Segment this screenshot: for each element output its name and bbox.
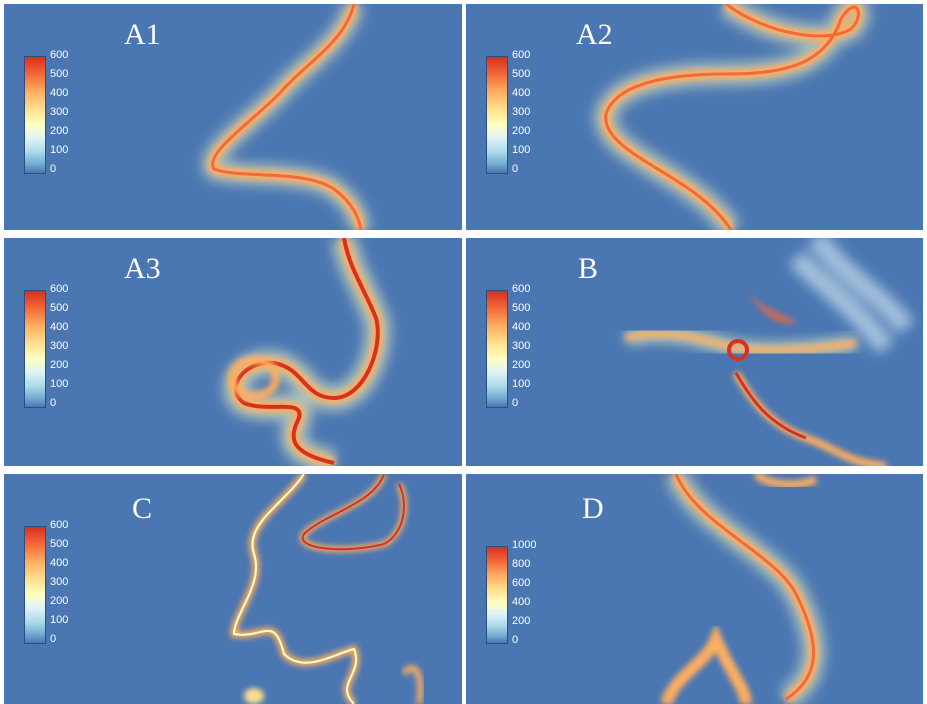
flame-front-field (223, 238, 391, 466)
colorbar-tick: 600 (512, 577, 531, 589)
colorbar-tick: 200 (50, 595, 69, 607)
colorbar-tick: 300 (512, 106, 531, 118)
colorbar-tick: 300 (50, 106, 69, 118)
colorbar (24, 290, 46, 408)
panel-a3: A3 600 500 400 300 200 100 0 (4, 238, 462, 466)
colorbar-tick: 600 (50, 49, 69, 61)
colorbar-ticks: 600 500 400 300 200 100 0 (512, 284, 572, 424)
panel-title: A3 (124, 252, 161, 285)
colorbar-tick: 100 (512, 378, 531, 390)
panel-title: A1 (124, 18, 161, 51)
colorbar-tick: 400 (50, 557, 69, 569)
colorbar-tick: 0 (512, 163, 519, 175)
colorbar-tick: 200 (50, 359, 69, 371)
panel-b: B 600 500 400 300 200 100 0 (466, 238, 923, 466)
colorbar (486, 56, 508, 174)
colorbar-tick: 200 (512, 359, 531, 371)
panel-a2: A2 600 500 400 300 200 100 0 (466, 4, 923, 230)
colorbar (486, 546, 508, 644)
flame-front-field (660, 474, 826, 704)
colorbar-tick: 0 (50, 163, 57, 175)
colorbar-tick: 1000 (512, 539, 537, 551)
panel-title: D (582, 492, 604, 525)
colorbar-tick: 400 (50, 87, 69, 99)
colorbar-tick: 100 (512, 144, 531, 156)
colorbar-ticks: 1000 800 600 400 200 0 (512, 540, 572, 680)
colorbar-tick: 400 (512, 87, 531, 99)
colorbar-ticks: 600 500 400 300 200 100 0 (512, 50, 572, 190)
colorbar-tick: 300 (512, 340, 531, 352)
colorbar (486, 290, 508, 408)
colorbar-tick: 600 (512, 49, 531, 61)
colorbar (24, 56, 46, 174)
colorbar-ticks: 600 500 400 300 200 100 0 (50, 284, 110, 424)
colorbar-tick: 800 (512, 558, 531, 570)
panel-title: B (578, 252, 599, 285)
flame-front-field (624, 238, 915, 466)
colorbar-tick: 500 (512, 68, 531, 80)
colorbar-tick: 600 (50, 519, 69, 531)
panel-c: C 600 500 400 300 200 100 0 (4, 474, 462, 704)
colorbar-tick: 300 (50, 576, 69, 588)
colorbar-tick: 400 (50, 321, 69, 333)
colorbar-tick: 100 (50, 144, 69, 156)
colorbar-tick: 0 (50, 397, 57, 409)
colorbar-tick: 500 (50, 302, 69, 314)
colorbar-ticks: 600 500 400 300 200 100 0 (50, 520, 110, 660)
colorbar (24, 526, 46, 644)
flame-front-field (593, 4, 871, 230)
colorbar-tick: 0 (50, 633, 57, 645)
panel-title: A2 (576, 18, 613, 51)
colorbar-tick: 600 (50, 283, 69, 295)
colorbar-tick: 400 (512, 596, 531, 608)
flame-front-field (230, 474, 424, 704)
colorbar-tick: 500 (50, 68, 69, 80)
colorbar-ticks: 600 500 400 300 200 100 0 (50, 50, 110, 190)
colorbar-tick: 0 (512, 397, 519, 409)
colorbar-tick: 600 (512, 283, 531, 295)
panel-a1: A1 600 500 400 300 200 100 0 (4, 4, 462, 230)
colorbar-tick: 200 (512, 125, 531, 137)
panel-d: D 1000 800 600 400 200 0 (466, 474, 923, 704)
colorbar-tick: 500 (512, 302, 531, 314)
colorbar-tick: 100 (50, 614, 69, 626)
colorbar-tick: 0 (512, 634, 519, 646)
colorbar-tick: 100 (50, 378, 69, 390)
flame-front-field (201, 4, 372, 230)
colorbar-tick: 400 (512, 321, 531, 333)
colorbar-tick: 300 (50, 340, 69, 352)
colorbar-tick: 200 (512, 615, 531, 627)
colorbar-tick: 200 (50, 125, 69, 137)
colorbar-tick: 500 (50, 538, 69, 550)
panel-title: C (132, 492, 153, 525)
